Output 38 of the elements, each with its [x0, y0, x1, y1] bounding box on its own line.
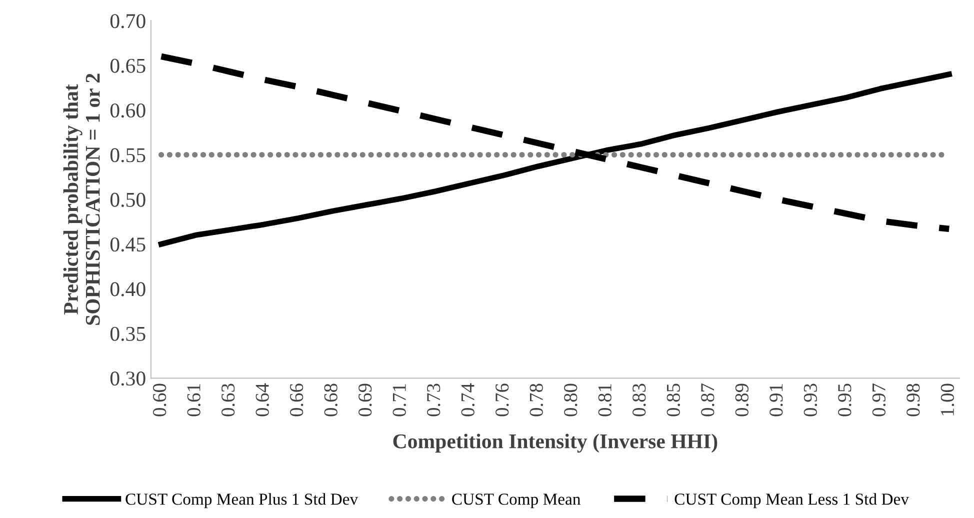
x-tick-label: 1.00 [940, 384, 954, 416]
x-tick-label: 0.63 [222, 384, 235, 416]
y-tick-label: 0.50 [110, 192, 146, 207]
x-tick-label: 0.80 [564, 384, 578, 416]
x-tick-label: 0.64 [256, 383, 269, 416]
x-tick-label: 0.68 [324, 384, 338, 416]
x-axis-title: Competition Intensity (Inverse HHI) [393, 434, 718, 453]
y-tick-label: 0.55 [110, 148, 146, 162]
x-tick-label: 0.98 [906, 384, 920, 416]
y-tick-label: 0.45 [110, 237, 146, 252]
x-tick-label: 0.74 [461, 383, 474, 416]
x-tick-label: 0.97 [872, 384, 886, 416]
legend-label: CUST Comp Mean Less 1 Std Dev [674, 493, 909, 508]
x-tick-label: 0.95 [838, 384, 852, 416]
x-tick-label: 0.61 [187, 384, 200, 416]
legend-label: CUST Comp Mean [452, 494, 580, 508]
y-tick-label: 0.65 [110, 58, 146, 73]
legend-label: CUST Comp Mean Plus 1 Std Dev [126, 493, 358, 508]
x-tick-label: 0.81 [598, 384, 612, 416]
x-tick-label: 0.60 [152, 384, 166, 416]
x-tick-label: 0.71 [392, 384, 406, 416]
y-tick-label: 0.70 [110, 14, 146, 28]
x-tick-label: 0.83 [632, 384, 646, 416]
x-tick-label: 0.89 [735, 384, 749, 416]
x-tick-label: 0.69 [358, 384, 372, 416]
y-tick-label: 0.60 [110, 103, 146, 118]
x-tick-label: 0.76 [496, 384, 509, 416]
x-tick-label: 0.73 [427, 384, 440, 416]
y-axis-title: Predicted probability that SOPHISTICATION = 1 or 2 [63, 74, 100, 325]
x-tick-label: 0.78 [530, 384, 544, 416]
x-tick-label: 0.66 [290, 384, 304, 416]
x-tick-label: 0.85 [666, 384, 680, 416]
x-tick-label: 0.87 [701, 384, 714, 416]
x-tick-label: 0.93 [804, 384, 818, 416]
y-tick-label: 0.35 [110, 326, 146, 341]
x-tick-label: 0.91 [770, 384, 783, 416]
y-tick-label: 0.30 [110, 372, 146, 386]
y-tick-label: 0.40 [110, 282, 146, 296]
